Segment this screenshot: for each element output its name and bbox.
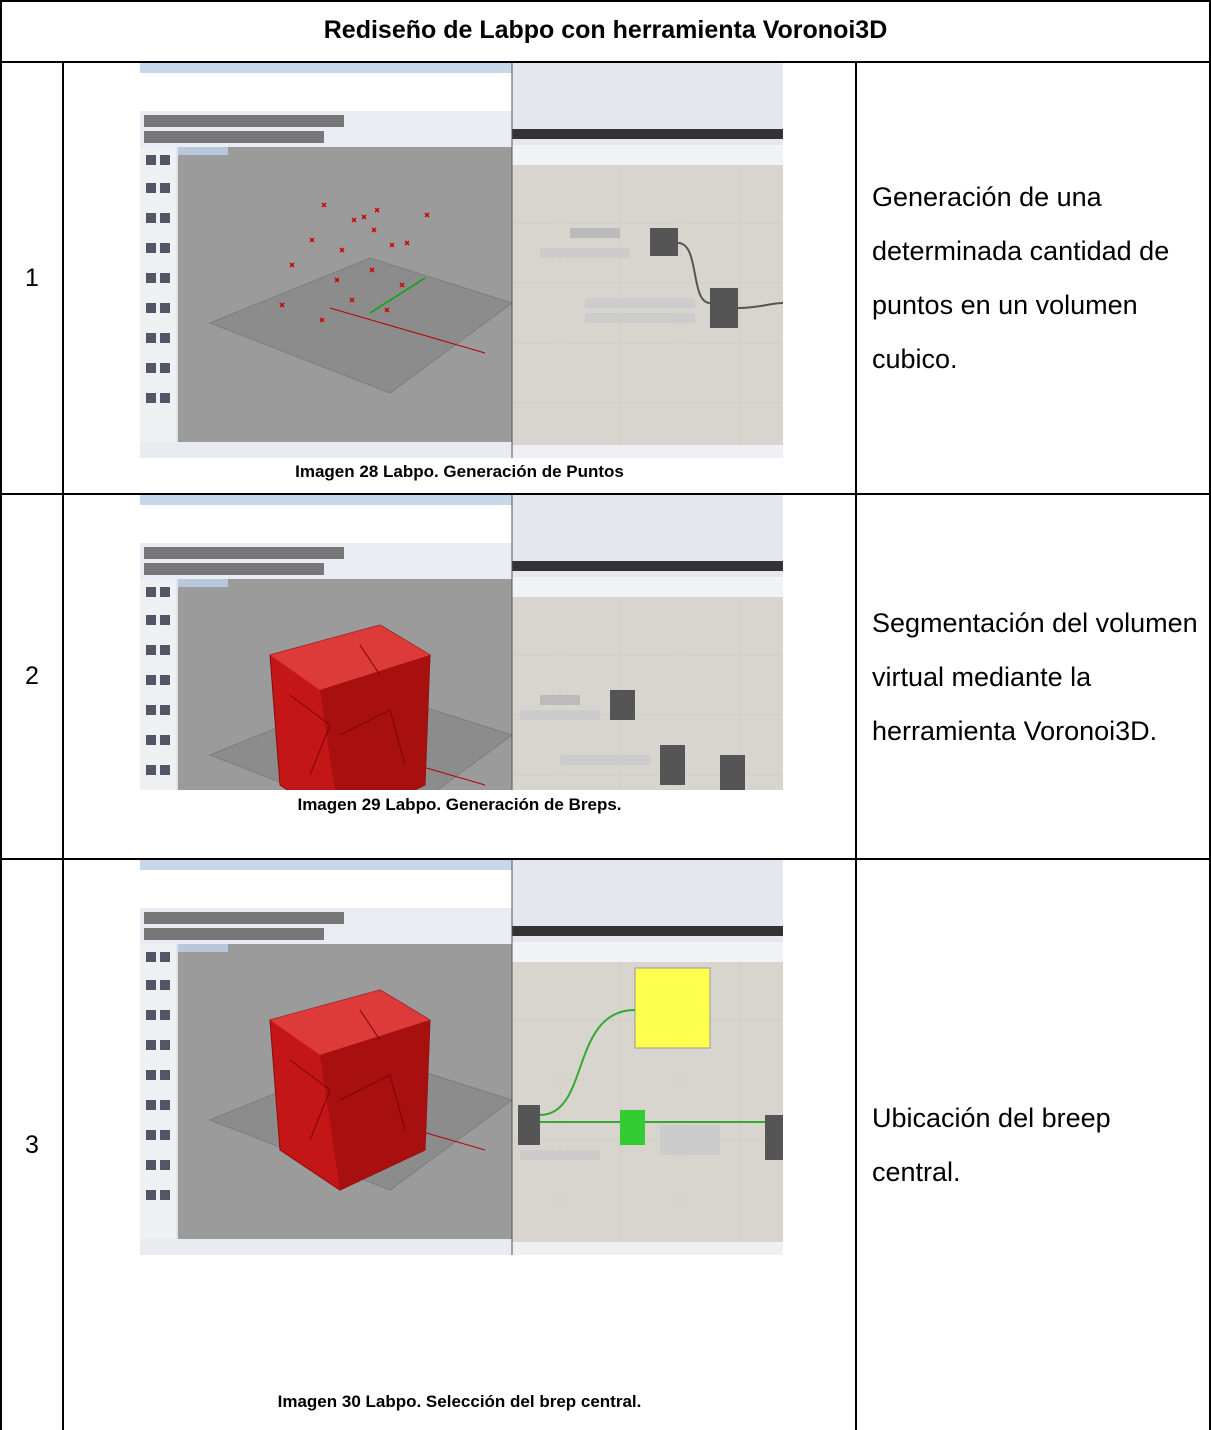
row-description: Segmentación del volumen virtual mediant… [872, 495, 1202, 858]
document-page: Rediseño de Labpo con herramienta Vorono… [0, 0, 1211, 1430]
row-description: Generación de una determinada cantidad d… [872, 63, 1202, 493]
border [0, 61, 1211, 63]
border [0, 858, 1211, 860]
screenshot [140, 63, 783, 458]
screenshot [140, 860, 783, 1370]
row-number: 2 [2, 495, 62, 858]
border [62, 61, 64, 1430]
image-caption: Imagen 29 Labpo. Generación de Breps. [64, 795, 855, 815]
screenshot [140, 495, 783, 790]
image-caption: Imagen 28 Labpo. Generación de Puntos [64, 462, 855, 482]
row-number: 1 [2, 63, 62, 493]
row-description: Ubicación del breep central. [872, 860, 1202, 1430]
border [0, 493, 1211, 495]
image-caption: Imagen 30 Labpo. Selección del brep cent… [64, 1392, 855, 1412]
border [0, 0, 1211, 2]
row-number: 3 [2, 860, 62, 1430]
border [0, 0, 2, 1430]
border [855, 61, 857, 1430]
table-title: Rediseño de Labpo con herramienta Vorono… [0, 0, 1211, 61]
